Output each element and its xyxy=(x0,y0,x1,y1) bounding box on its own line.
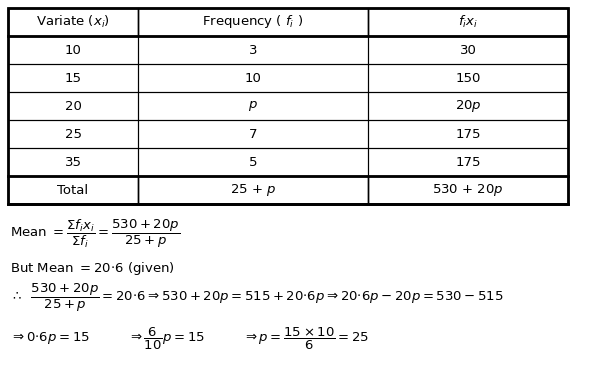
Bar xyxy=(8,64,138,92)
Bar xyxy=(8,148,138,176)
Text: 10: 10 xyxy=(244,72,261,84)
Bar xyxy=(368,64,568,92)
Bar xyxy=(138,64,368,92)
Text: But Mean $= 20{\cdot}6$ (given): But Mean $= 20{\cdot}6$ (given) xyxy=(10,260,175,277)
Text: $\Rightarrow 0{\cdot}6p=15 \qquad\quad \Rightarrow \dfrac{6}{10}p=15 \qquad\quad: $\Rightarrow 0{\cdot}6p=15 \qquad\quad \… xyxy=(10,326,369,352)
Text: Total: Total xyxy=(57,184,88,196)
Bar xyxy=(368,92,568,120)
Bar xyxy=(368,176,568,204)
Bar xyxy=(8,92,138,120)
Text: 15: 15 xyxy=(65,72,82,84)
Text: 10: 10 xyxy=(65,43,82,57)
Bar xyxy=(138,92,368,120)
Bar xyxy=(8,36,138,64)
Bar xyxy=(8,8,138,36)
Text: 25 + $p$: 25 + $p$ xyxy=(230,182,276,198)
Text: $p$: $p$ xyxy=(248,99,258,113)
Bar xyxy=(368,36,568,64)
Text: 5: 5 xyxy=(249,155,257,169)
Bar xyxy=(8,120,138,148)
Text: Variate ($x_i$): Variate ($x_i$) xyxy=(36,14,110,30)
Text: $\therefore\;\; \dfrac{530+20p}{25+p} = 20{\cdot}6 \Rightarrow 530+20p=515+20{\c: $\therefore\;\; \dfrac{530+20p}{25+p} = … xyxy=(10,282,503,314)
Bar xyxy=(138,148,368,176)
Bar xyxy=(368,120,568,148)
Bar xyxy=(138,176,368,204)
Text: 20$p$: 20$p$ xyxy=(455,98,482,114)
Text: 530 + 20$p$: 530 + 20$p$ xyxy=(432,182,504,198)
Text: Frequency ( $f_i$ ): Frequency ( $f_i$ ) xyxy=(203,14,304,31)
Text: 175: 175 xyxy=(455,127,481,141)
Text: 3: 3 xyxy=(249,43,257,57)
Text: 150: 150 xyxy=(456,72,481,84)
Text: 20: 20 xyxy=(65,100,82,112)
Text: Mean $= \dfrac{\Sigma f_i x_i}{\Sigma f_i} = \dfrac{530+20p}{25+p}$: Mean $= \dfrac{\Sigma f_i x_i}{\Sigma f_… xyxy=(10,218,180,250)
Bar xyxy=(368,8,568,36)
Bar xyxy=(138,120,368,148)
Text: 35: 35 xyxy=(65,155,82,169)
Text: 25: 25 xyxy=(65,127,82,141)
Bar xyxy=(8,8,568,204)
Bar xyxy=(138,36,368,64)
Text: $f_ix_i$: $f_ix_i$ xyxy=(458,14,478,30)
Bar xyxy=(138,8,368,36)
Bar xyxy=(8,176,138,204)
Text: 7: 7 xyxy=(249,127,257,141)
Text: 30: 30 xyxy=(460,43,477,57)
Bar xyxy=(368,148,568,176)
Text: 175: 175 xyxy=(455,155,481,169)
